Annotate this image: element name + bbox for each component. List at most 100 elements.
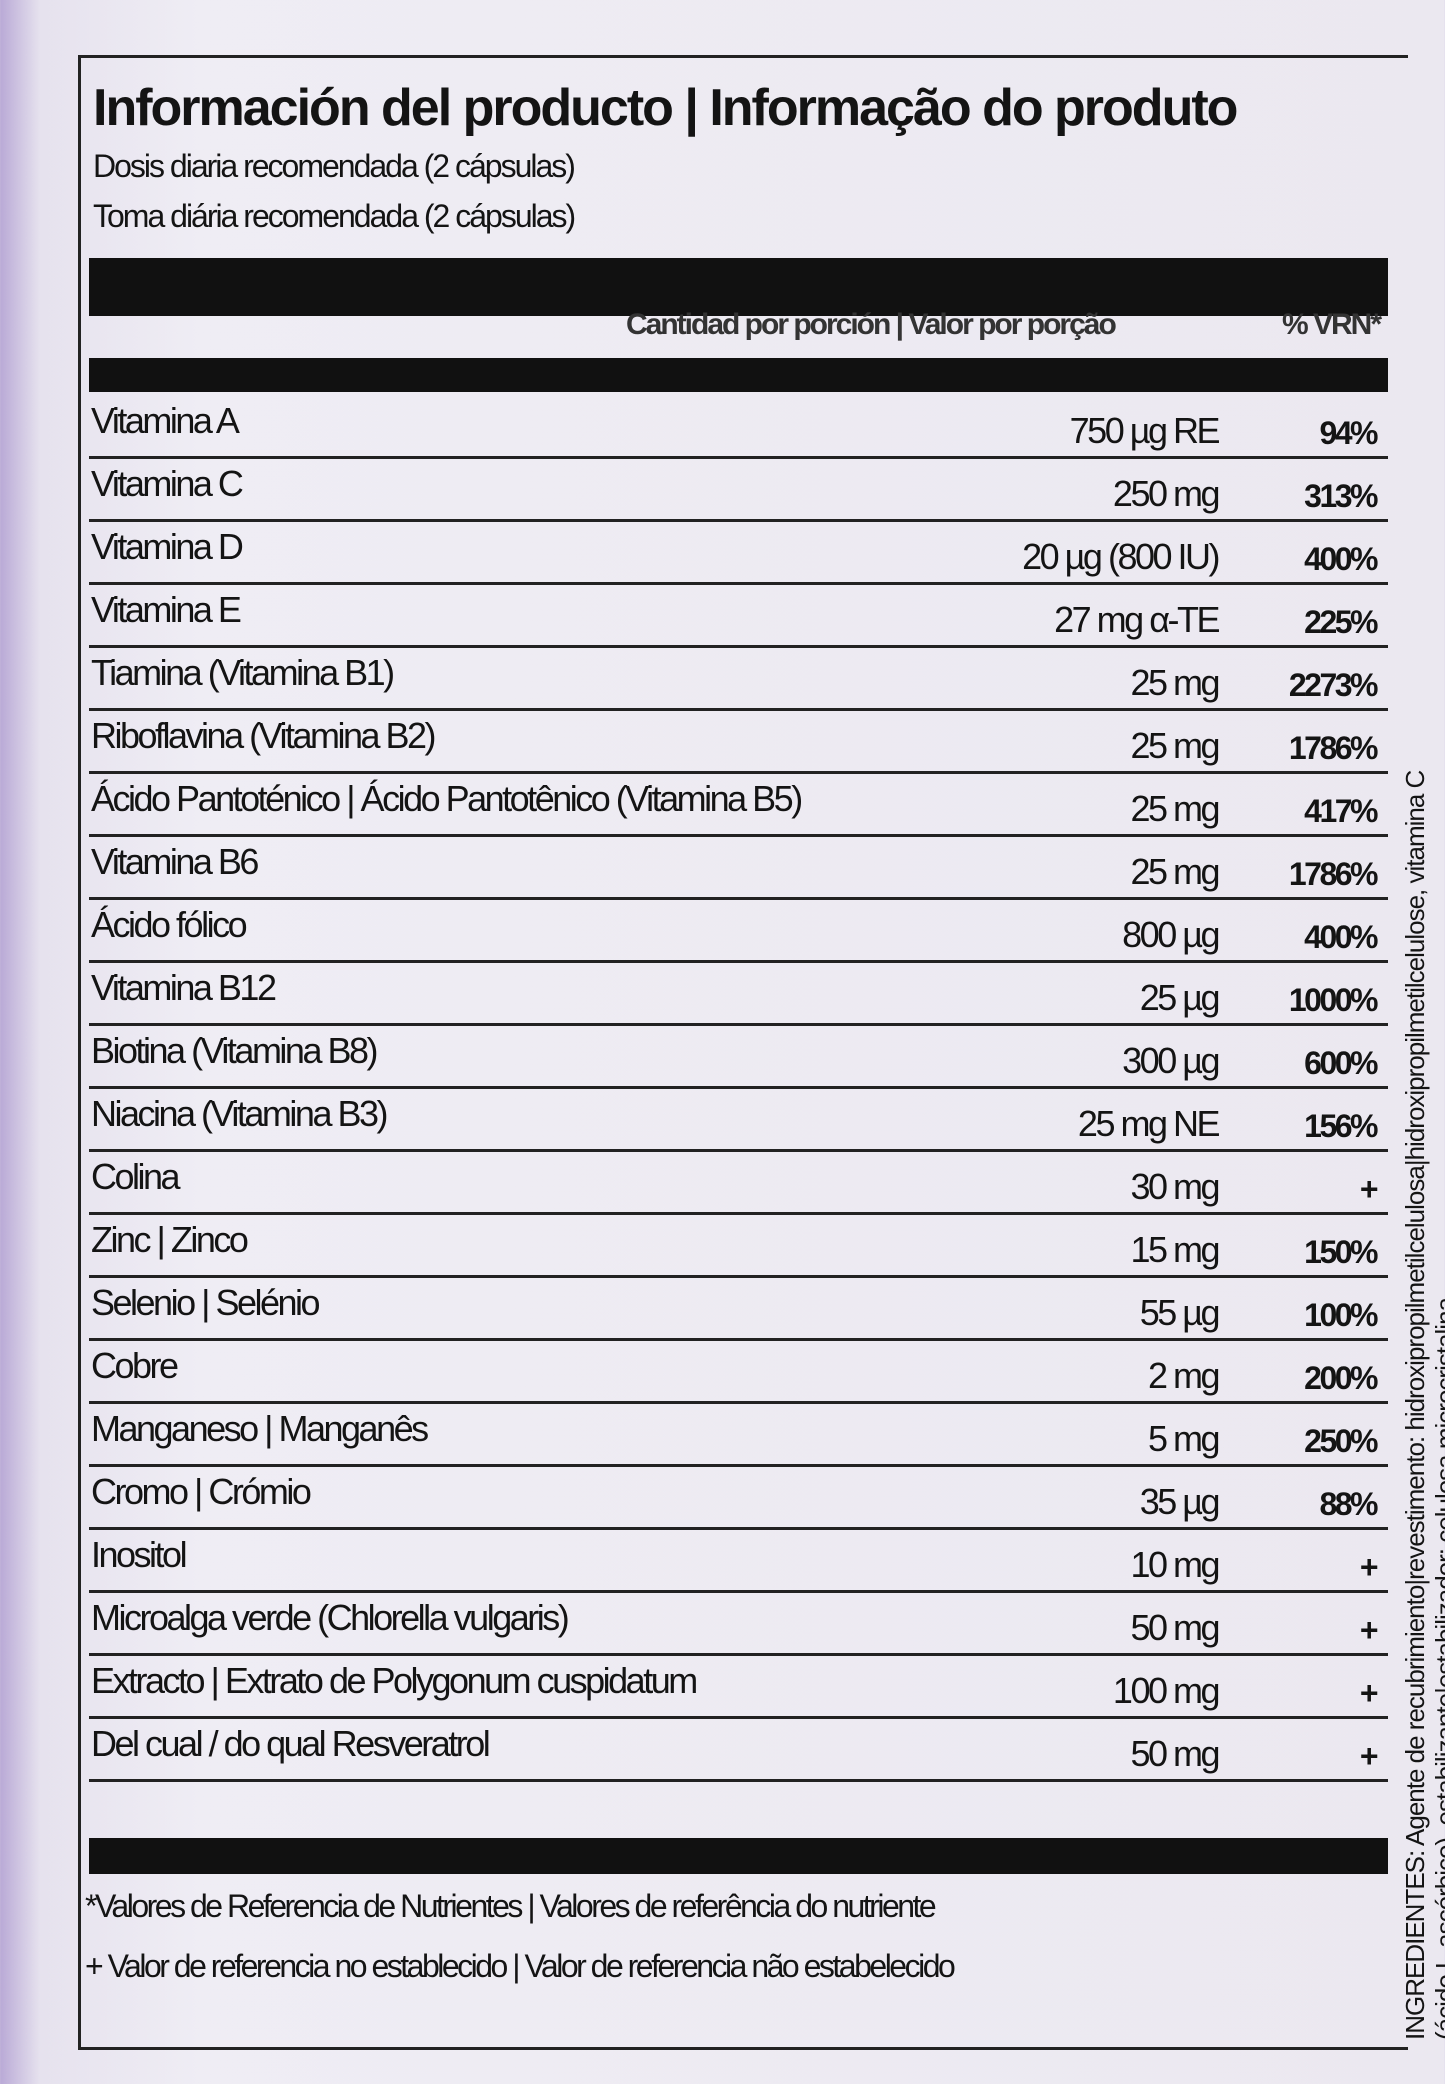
vrn: 156% (1304, 1108, 1378, 1144)
vrn: 100% (1304, 1297, 1378, 1333)
nutrient: Selenio | Selénio (91, 1282, 321, 1323)
amount: 100 mg (1112, 1670, 1221, 1711)
amount: 27 mg α-TE (1054, 599, 1220, 640)
table-row: Ácido fólico 800 µg 400% (89, 900, 1388, 963)
nutrient: Colina (91, 1156, 181, 1197)
vrn: + (1359, 1738, 1379, 1774)
amount: 15 mg (1130, 1229, 1220, 1270)
footnote: + Valor de referencia no establecido | V… (85, 1948, 956, 1984)
amount: 50 mg (1130, 1607, 1220, 1648)
nutrient: Manganeso | Manganês (91, 1408, 429, 1449)
vrn: 94% (1319, 415, 1378, 451)
table-row: Ácido Pantoténico | Ácido Pantotênico (V… (89, 774, 1388, 837)
vrn: 88% (1319, 1486, 1378, 1522)
table-row: Microalga verde (Chlorella vulgaris) 50 m… (89, 1593, 1388, 1656)
footnote: *Valores de Referencia de Nutrientes | V… (85, 1888, 937, 1924)
table-row: Colina 30 mg + (89, 1152, 1388, 1215)
dose-pt: Toma diária recomendada (2 cápsulas) (93, 198, 576, 234)
table-row: Vitamina A 750 µg RE 94% (89, 396, 1388, 459)
dose-es: Dosis diaria recomendada (2 cápsulas) (93, 148, 576, 184)
vrn: 1000% (1288, 982, 1379, 1018)
table-row: Vitamina E 27 mg α-TE 225% (89, 585, 1388, 648)
column-header: Cantidad por porción | Valor por porção (626, 308, 1117, 341)
amount: 50 mg (1130, 1733, 1220, 1774)
vrn: 225% (1304, 604, 1378, 640)
vrn: 1786% (1288, 856, 1379, 892)
table-row: Cromo | Crómio 35 µg 88% (89, 1467, 1388, 1530)
label: Información del producto | Informação do… (78, 55, 1408, 2050)
title: Información del producto | Informação do… (93, 79, 1238, 137)
nutrient: Ácido Pantoténico | Ácido Pantotênico (V… (91, 778, 803, 819)
nutrient: Del cual / do qual Resveratrol (91, 1723, 491, 1764)
vrn: + (1359, 1171, 1379, 1207)
vrn: 150% (1304, 1234, 1378, 1270)
table-row: Inositol 10 mg + (89, 1530, 1388, 1593)
nutrient: Vitamina C (91, 463, 244, 504)
amount: 35 µg (1139, 1481, 1221, 1522)
bar (89, 1838, 1388, 1874)
table: Vitamina A 750 µg RE 94% Vitamina C 250 mg 31… (89, 396, 1388, 1782)
column-header: % VRN* (1281, 308, 1382, 341)
table-row: Selenio | Selénio 55 µg 100% (89, 1278, 1388, 1341)
amount: 10 mg (1130, 1544, 1220, 1585)
nutrient: Vitamina D (91, 526, 244, 567)
amount: 25 mg NE (1077, 1103, 1221, 1144)
nutrient: Inositol (91, 1534, 188, 1575)
amount: 30 mg (1130, 1166, 1220, 1207)
table-row: Zinc | Zinco 15 mg 150% (89, 1215, 1388, 1278)
bar (89, 358, 1388, 392)
nutrient: Tiamina (Vitamina B1) (91, 652, 395, 693)
table-row: Riboflavina (Vitamina B2) 25 mg 1786% (89, 711, 1388, 774)
amount: 25 µg (1139, 977, 1221, 1018)
amount: 250 mg (1112, 473, 1221, 514)
nutrient: Biotina (Vitamina B8) (91, 1030, 379, 1071)
nutrient: Niacina (Vitamina B3) (91, 1093, 388, 1134)
table-row: Vitamina B6 25 mg 1786% (89, 837, 1388, 900)
amount: 25 mg (1130, 851, 1220, 892)
table-row: Vitamina B12 25 µg 1000% (89, 963, 1388, 1026)
vrn: + (1359, 1549, 1379, 1585)
vrn: 417% (1304, 793, 1378, 829)
amount: 2 mg (1147, 1355, 1221, 1396)
nutrient: Vitamina E (91, 589, 242, 630)
amount: 800 µg (1122, 914, 1220, 955)
vrn: + (1359, 1675, 1379, 1711)
ingredients: INGREDIENTES: Agente de recubrimiento|re… (1400, 770, 1430, 2040)
vrn: 400% (1304, 541, 1378, 577)
nutrient: Ácido fólico (91, 904, 248, 945)
amount: 25 mg (1130, 662, 1220, 703)
nutrient: Cobre (91, 1345, 179, 1386)
nutrient: Vitamina B12 (91, 967, 277, 1008)
table-row: Cobre 2 mg 200% (89, 1341, 1388, 1404)
table-row: Manganeso | Manganês 5 mg 250% (89, 1404, 1388, 1467)
nutrient: Cromo | Crómio (91, 1471, 312, 1512)
vrn: 600% (1304, 1045, 1378, 1081)
nutrient: Zinc | Zinco (91, 1219, 249, 1260)
ingredients: (ácido L-ascórbico), estabilizante|estab… (1430, 1297, 1445, 2040)
table-row: Del cual / do qual Resveratrol 50 mg + (89, 1719, 1388, 1782)
table-row: Niacina (Vitamina B3) 25 mg NE 156% (89, 1089, 1388, 1152)
amount: 25 mg (1130, 788, 1220, 829)
nutrient: Microalga verde (Chlorella vulgaris) (91, 1597, 570, 1638)
vrn: 400% (1304, 919, 1378, 955)
amount: 5 mg (1147, 1418, 1221, 1459)
vrn: 200% (1304, 1360, 1378, 1396)
table-row: Tiamina (Vitamina B1) 25 mg 2273% (89, 648, 1388, 711)
vrn: 313% (1304, 478, 1378, 514)
amount: 300 µg (1122, 1040, 1220, 1081)
nutrient: Extracto | Extrato de Polygonum cuspidat… (91, 1660, 698, 1701)
table-row: Vitamina D 20 µg (800 IU) 400% (89, 522, 1388, 585)
amount: 25 mg (1130, 725, 1220, 766)
vrn: 1786% (1288, 730, 1379, 766)
amount: 55 µg (1139, 1292, 1221, 1333)
vrn: 250% (1304, 1423, 1378, 1459)
vrn: 2273% (1288, 667, 1379, 703)
vrn: + (1359, 1612, 1379, 1648)
table-row: Extracto | Extrato de Polygonum cuspidat… (89, 1656, 1388, 1719)
table-row: Vitamina C 250 mg 313% (89, 459, 1388, 522)
nutrient: Vitamina B6 (91, 841, 259, 882)
amount: 750 µg RE (1069, 410, 1221, 451)
bar (89, 258, 1388, 316)
nutrient: Riboflavina (Vitamina B2) (91, 715, 437, 756)
